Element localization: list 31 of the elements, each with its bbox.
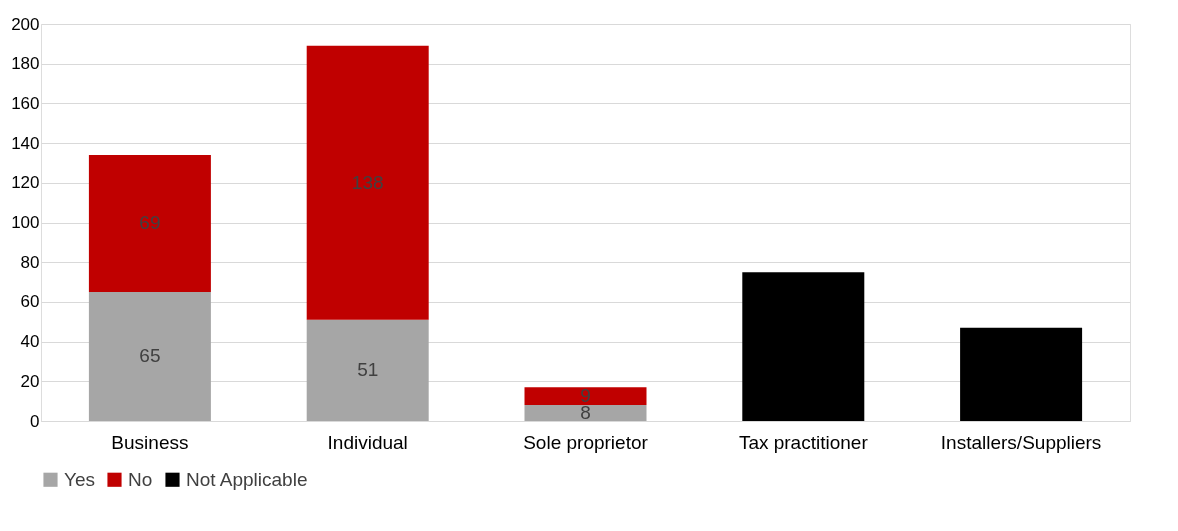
x-tick-label: Sole proprietor [523,431,649,453]
legend-label: No [128,468,153,490]
y-tick-label: 120 [11,173,40,193]
y-tick-label: 100 [11,213,40,232]
legend-label: Not Applicable [186,468,308,490]
legend-label: Yes [64,468,95,490]
y-tick-label: 140 [11,133,40,153]
y-tick-label: 0 [30,411,40,431]
bar [88,291,211,421]
x-tick-label: Installers/Suppliers [940,431,1102,453]
x-tick-label: Tax practitioner [738,431,869,453]
data-label: 65 [139,345,161,367]
y-tick-label: 180 [11,54,40,74]
y-tick-label: 200 [11,14,40,34]
bar [524,405,647,421]
data-label: 138 [351,171,384,193]
bar [524,387,647,406]
y-tick-label: 60 [20,292,40,312]
bar [960,327,1083,421]
bar [306,319,429,421]
data-label: 69 [139,212,161,234]
x-tick-label: Business [111,431,189,453]
y-tick-label: 80 [20,252,40,272]
bar [742,272,865,421]
data-label: 51 [357,359,379,381]
y-tick-label: 20 [20,371,40,391]
y-tick-label: 160 [11,93,40,113]
bar [88,155,211,292]
x-tick-label: Individual [327,431,408,453]
y-tick-label: 40 [20,332,40,352]
bar [306,45,429,320]
